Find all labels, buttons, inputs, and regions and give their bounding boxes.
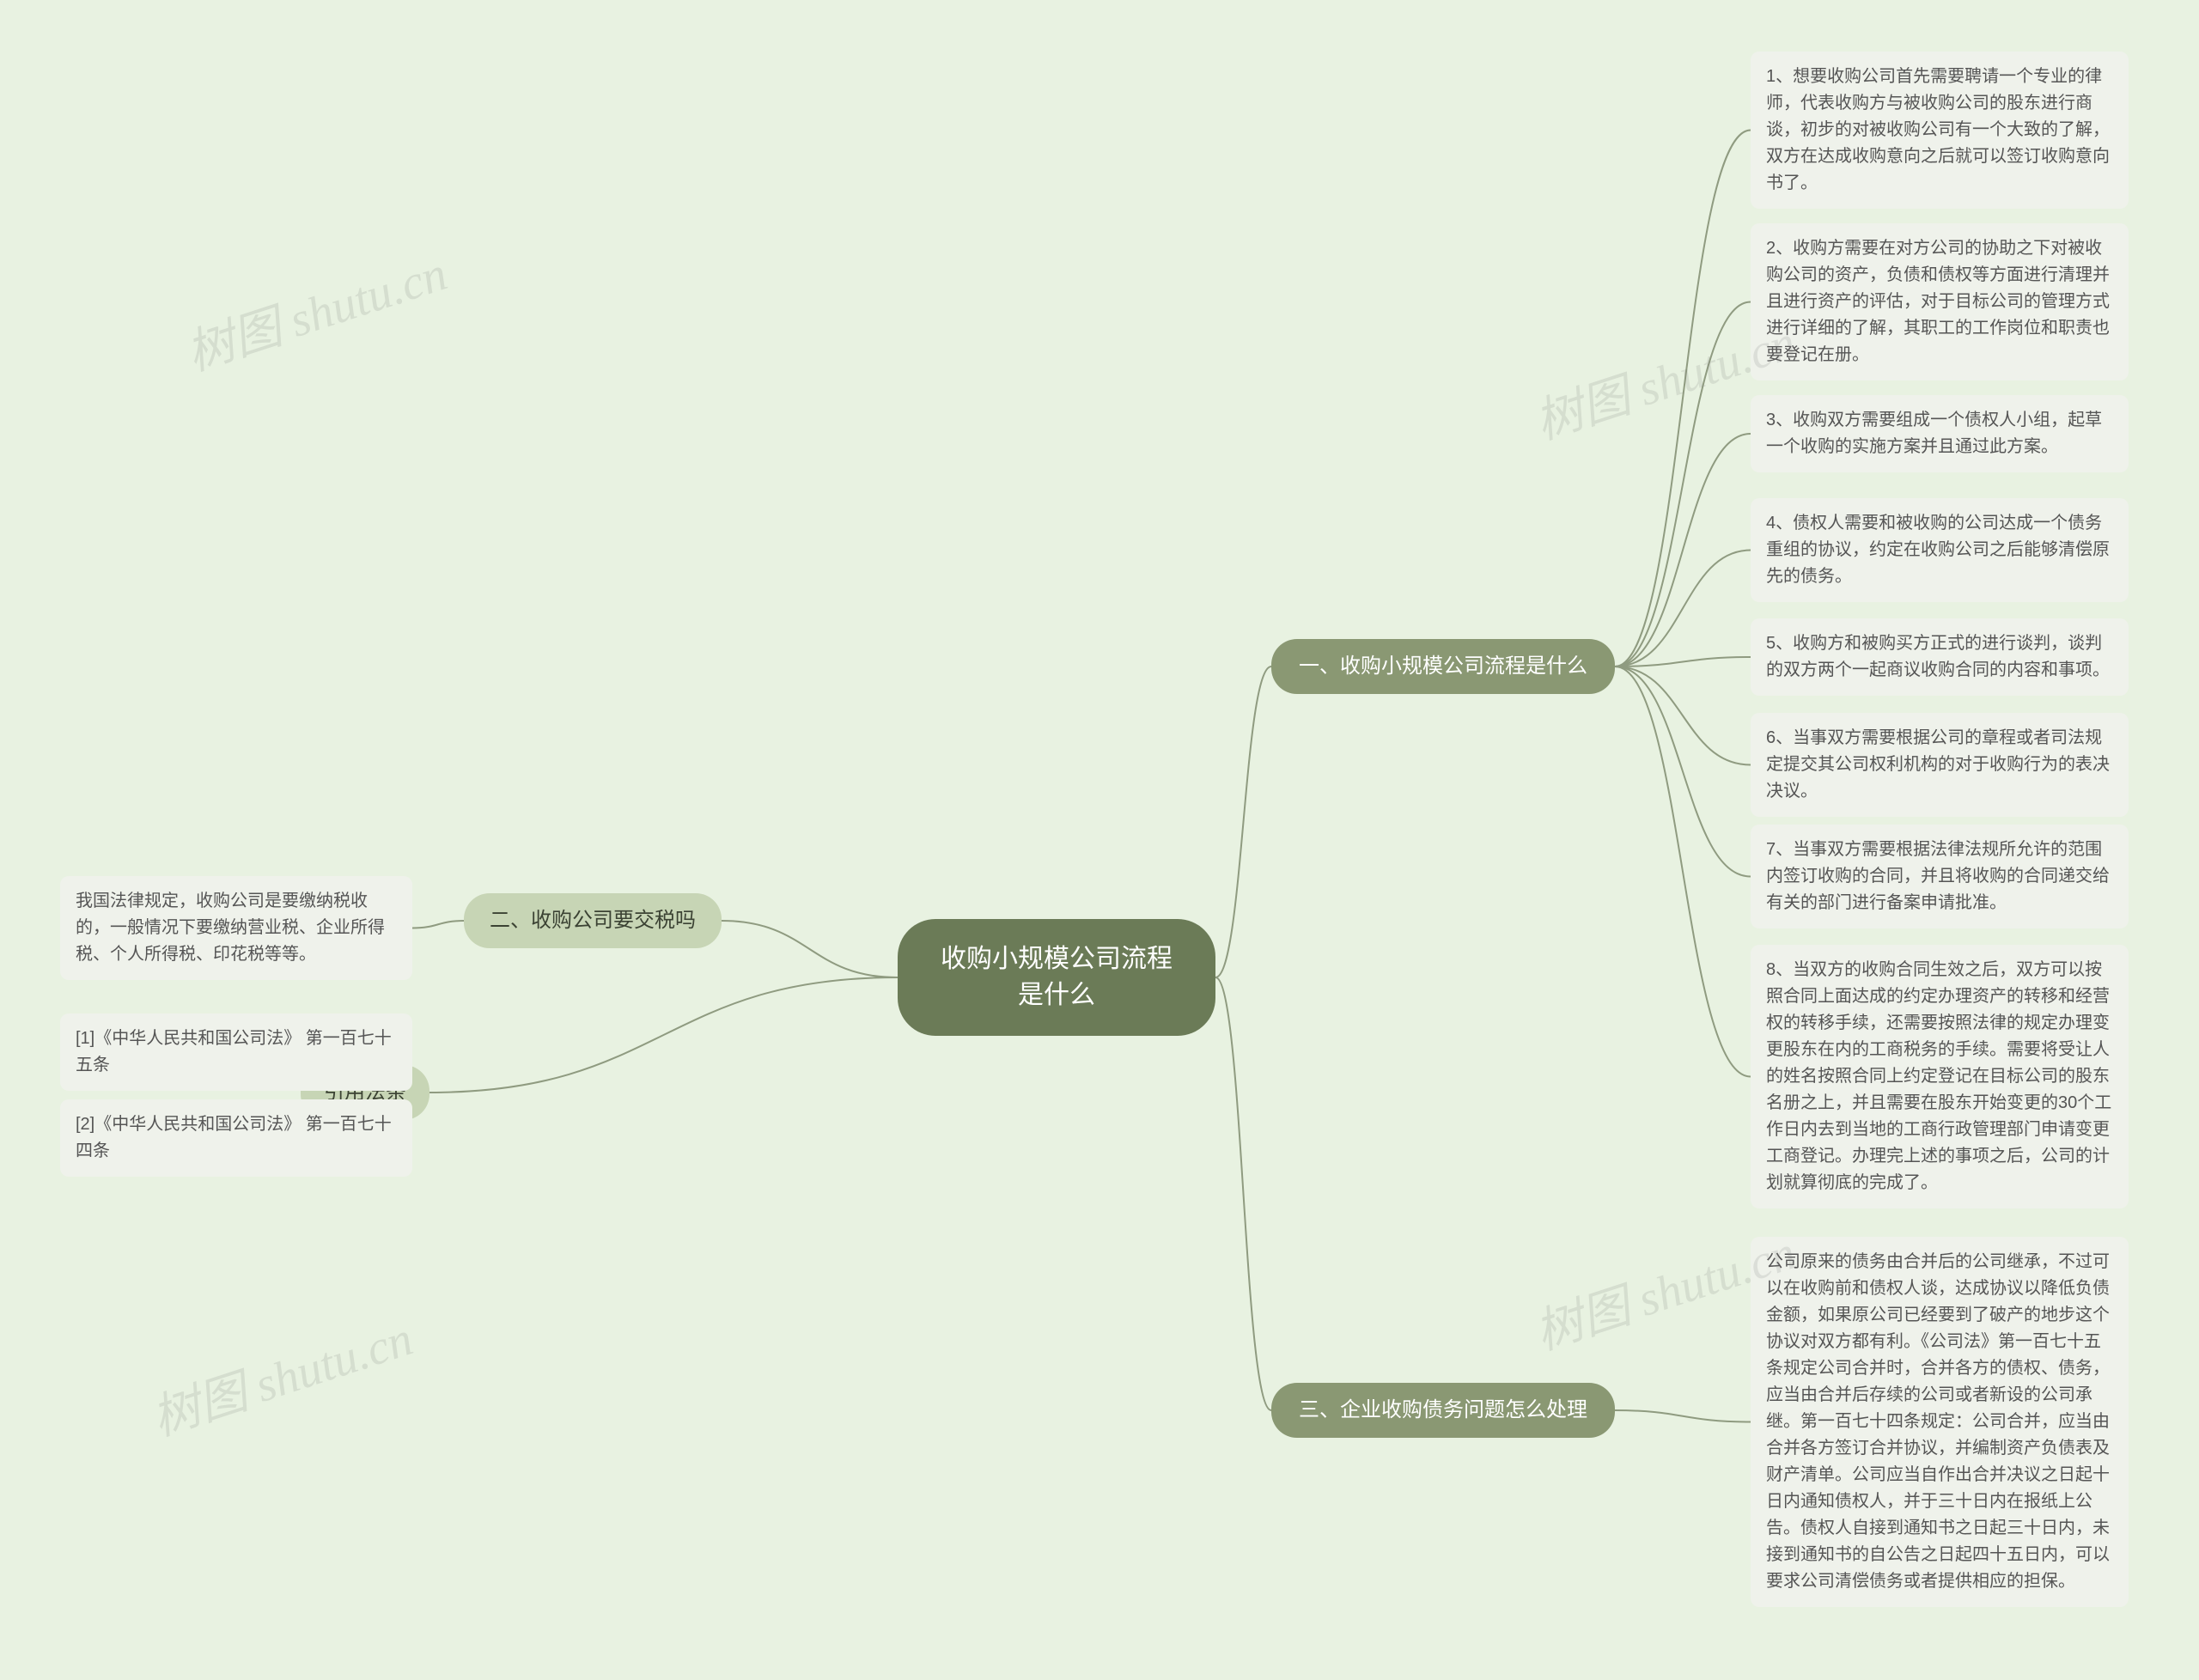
- leaf-text: 4、债权人需要和被收购的公司达成一个债务重组的协议，约定在收购公司之后能够清偿原…: [1766, 510, 2113, 590]
- watermark: 树图 shutu.cn: [176, 234, 454, 384]
- root-node[interactable]: 收购小规模公司流程是什么: [898, 919, 1215, 1036]
- leaf-law-174[interactable]: [2]《中华人民共和国公司法》 第一百七十四条: [60, 1099, 412, 1177]
- leaf-text: 公司原来的债务由合并后的公司继承，不过可以在收购前和债权人谈，达成协议以降低负债…: [1766, 1249, 2113, 1595]
- leaf-text: 5、收购方和被购买方正式的进行谈判，谈判的双方两个一起商议收购合同的内容和事项。: [1766, 630, 2113, 684]
- branch-process[interactable]: 一、收购小规模公司流程是什么: [1271, 639, 1615, 694]
- leaf-step-8[interactable]: 8、当双方的收购合同生效之后，双方可以按照合同上面达成的约定办理资产的转移和经营…: [1751, 945, 2129, 1208]
- leaf-text: 2、收购方需要在对方公司的协助之下对被收购公司的资产，负债和债权等方面进行清理并…: [1766, 235, 2113, 368]
- leaf-step-2[interactable]: 2、收购方需要在对方公司的协助之下对被收购公司的资产，负债和债权等方面进行清理并…: [1751, 223, 2129, 380]
- branch-label: 三、企业收购债务问题怎么处理: [1299, 1395, 1587, 1426]
- leaf-step-1[interactable]: 1、想要收购公司首先需要聘请一个专业的律师，代表收购方与被收购公司的股东进行商谈…: [1751, 52, 2129, 209]
- leaf-step-4[interactable]: 4、债权人需要和被收购的公司达成一个债务重组的协议，约定在收购公司之后能够清偿原…: [1751, 498, 2129, 602]
- leaf-step-3[interactable]: 3、收购双方需要组成一个债权人小组，起草一个收购的实施方案并且通过此方案。: [1751, 395, 2129, 472]
- branch-tax[interactable]: 二、收购公司要交税吗: [464, 893, 722, 948]
- leaf-text: 7、当事双方需要根据法律法规所允许的范围内签订收购的合同，并且将收购的合同递交给…: [1766, 837, 2113, 916]
- root-label: 收购小规模公司流程是什么: [932, 941, 1181, 1013]
- leaf-debt-text[interactable]: 公司原来的债务由合并后的公司继承，不过可以在收购前和债权人谈，达成协议以降低负债…: [1751, 1237, 2129, 1607]
- leaf-text: 6、当事双方需要根据公司的章程或者司法规定提交其公司权利机构的对于收购行为的表决…: [1766, 725, 2113, 805]
- leaf-text: [1]《中华人民共和国公司法》 第一百七十五条: [76, 1026, 397, 1079]
- watermark: 树图 shutu.cn: [142, 1300, 420, 1449]
- branch-debt[interactable]: 三、企业收购债务问题怎么处理: [1271, 1383, 1615, 1438]
- leaf-text: [2]《中华人民共和国公司法》 第一百七十四条: [76, 1111, 397, 1165]
- leaf-step-7[interactable]: 7、当事双方需要根据法律法规所允许的范围内签订收购的合同，并且将收购的合同递交给…: [1751, 825, 2129, 928]
- branch-label: 一、收购小规模公司流程是什么: [1299, 651, 1587, 682]
- leaf-step-5[interactable]: 5、收购方和被购买方正式的进行谈判，谈判的双方两个一起商议收购合同的内容和事项。: [1751, 618, 2129, 696]
- leaf-law-175[interactable]: [1]《中华人民共和国公司法》 第一百七十五条: [60, 1013, 412, 1091]
- leaf-text: 3、收购双方需要组成一个债权人小组，起草一个收购的实施方案并且通过此方案。: [1766, 407, 2113, 460]
- leaf-text: 1、想要收购公司首先需要聘请一个专业的律师，代表收购方与被收购公司的股东进行商谈…: [1766, 64, 2113, 197]
- leaf-tax-text[interactable]: 我国法律规定，收购公司是要缴纳税收的，一般情况下要缴纳营业税、企业所得税、个人所…: [60, 876, 412, 980]
- leaf-text: 8、当双方的收购合同生效之后，双方可以按照合同上面达成的约定办理资产的转移和经营…: [1766, 957, 2113, 1196]
- branch-label: 二、收购公司要交税吗: [490, 905, 696, 936]
- leaf-step-6[interactable]: 6、当事双方需要根据公司的章程或者司法规定提交其公司权利机构的对于收购行为的表决…: [1751, 713, 2129, 817]
- leaf-text: 我国法律规定，收购公司是要缴纳税收的，一般情况下要缴纳营业税、企业所得税、个人所…: [76, 888, 397, 968]
